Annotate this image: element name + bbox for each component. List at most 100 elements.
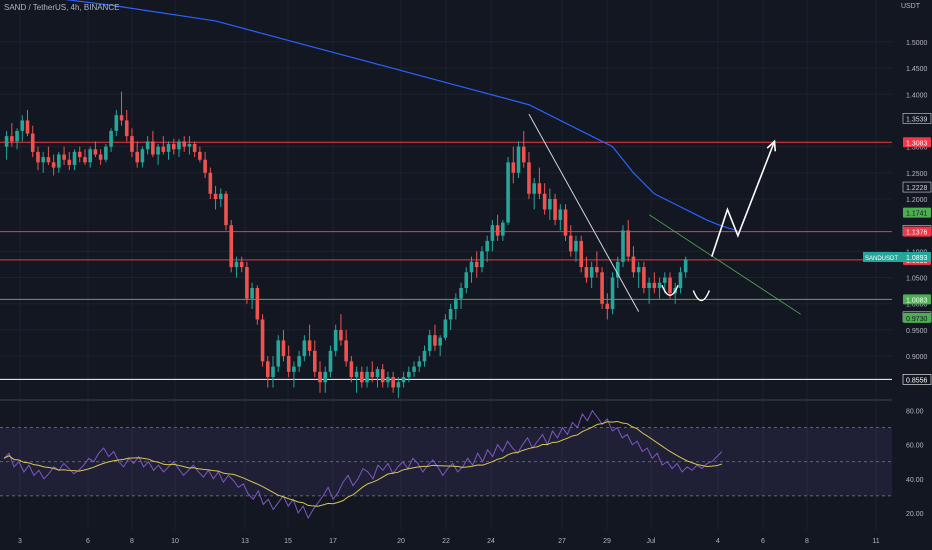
price-tick-label: 1.4500 <box>906 66 928 73</box>
candle-body <box>360 371 364 383</box>
candle-body <box>668 277 672 294</box>
time-tick-label: 24 <box>487 538 495 545</box>
candle-body <box>260 319 265 362</box>
falling-trendline <box>528 113 640 312</box>
candle-body <box>490 225 495 241</box>
price-axis[interactable]: 1.50001.45001.40001.30001.25001.20001.10… <box>863 40 932 385</box>
candle-body <box>626 230 631 257</box>
price-tick-label: 1.0000 <box>906 302 928 309</box>
candle-body <box>511 162 516 173</box>
rsi-tick-label: 40.00 <box>906 477 924 484</box>
level-tag-label-bg <box>903 226 931 237</box>
price-marker-label: 1.2228 <box>906 185 928 192</box>
price-marker-bg <box>902 181 932 193</box>
candle-body <box>474 261 479 268</box>
arrow-head <box>766 139 777 152</box>
candle-body <box>657 282 662 289</box>
candle-body <box>203 159 207 173</box>
candle-body <box>579 240 583 268</box>
current-price-label-bg <box>903 251 931 262</box>
candle-body <box>98 154 103 160</box>
rsi-tick-label: 20.00 <box>906 511 924 518</box>
candle-body <box>647 282 651 289</box>
candle-body <box>276 340 281 367</box>
candle-body <box>25 120 30 134</box>
candle-body <box>584 267 589 278</box>
price-tick-label: 0.9000 <box>906 354 928 361</box>
candle-body <box>615 261 620 278</box>
candle-body <box>438 337 442 346</box>
price-tick-label: 1.2500 <box>906 171 928 178</box>
candle-body <box>333 329 338 351</box>
candle-body <box>51 162 56 168</box>
candle-body <box>412 366 416 372</box>
candle-body <box>386 377 390 383</box>
candle-body <box>187 144 192 147</box>
candle-body <box>506 162 510 223</box>
candle-body <box>527 162 531 194</box>
candle-body <box>166 144 171 152</box>
price-tick-label: 1.3000 <box>906 145 928 152</box>
time-tick-label: 27 <box>558 538 566 545</box>
time-tick-label: 17 <box>329 538 337 545</box>
candle-body <box>135 151 139 163</box>
candle-body <box>83 157 87 163</box>
candle-body <box>104 146 108 160</box>
level-tag-label: 0.8556 <box>906 377 928 384</box>
candle-body <box>250 288 254 299</box>
candle-body <box>318 371 322 383</box>
price-marker-bg <box>902 113 932 124</box>
candle-body <box>119 115 124 121</box>
candle-body <box>417 361 422 367</box>
time-tick-label: 4 <box>716 538 720 545</box>
candle-body <box>62 154 66 160</box>
candle-body <box>57 154 61 168</box>
candle-body <box>396 382 401 388</box>
candle-body <box>198 151 202 160</box>
candle-body <box>537 183 542 194</box>
candle-body <box>678 272 683 289</box>
time-tick-label: 29 <box>603 538 611 545</box>
time-axis[interactable]: 3 6 8 10 13 15 17 20 22 24 27 29 Jul 4 6 8 11 <box>18 538 880 545</box>
chart-title: SAND / TetherUS, 4h, BINANCE <box>4 3 120 12</box>
candle-body <box>553 199 557 220</box>
candle-body <box>401 377 406 383</box>
candlestick-series <box>4 91 688 398</box>
time-tick-label: 11 <box>872 538 879 545</box>
candle-body <box>407 371 411 378</box>
price-tick-label: 0.9500 <box>906 328 928 335</box>
candle-body <box>30 133 35 152</box>
candle-body <box>271 366 275 378</box>
candle-body <box>286 356 291 372</box>
candle-body <box>130 136 134 152</box>
current-symbol-bg <box>863 251 903 262</box>
rsi-tick-label: 80.00 <box>906 409 924 416</box>
candle-body <box>124 120 129 137</box>
candle-body <box>459 288 463 299</box>
candle-body <box>208 172 213 194</box>
candle-body <box>281 340 286 357</box>
candle-body <box>433 335 437 346</box>
candle-body <box>229 225 234 268</box>
candle-body <box>145 141 150 150</box>
current-symbol-label: SANDUSDT <box>865 256 898 262</box>
candle-body <box>422 350 427 362</box>
candle-body <box>574 240 578 252</box>
candle-body <box>77 151 82 158</box>
candle-body <box>171 144 176 150</box>
candle-body <box>10 136 14 142</box>
candle-body <box>563 209 568 236</box>
price-marker-label-bg <box>903 207 931 218</box>
candle-body <box>182 141 187 147</box>
price-marker-label-bg <box>903 312 931 323</box>
time-tick-label: 6 <box>86 538 90 545</box>
candle-body <box>391 377 395 388</box>
candle-body <box>41 157 45 163</box>
candle-body <box>72 151 77 165</box>
ma-line <box>64 0 739 232</box>
price-tick-label: 1.4000 <box>906 92 928 99</box>
level-tag-label-bg <box>903 294 931 305</box>
cup-mark <box>692 290 710 302</box>
candle-body <box>548 199 552 210</box>
